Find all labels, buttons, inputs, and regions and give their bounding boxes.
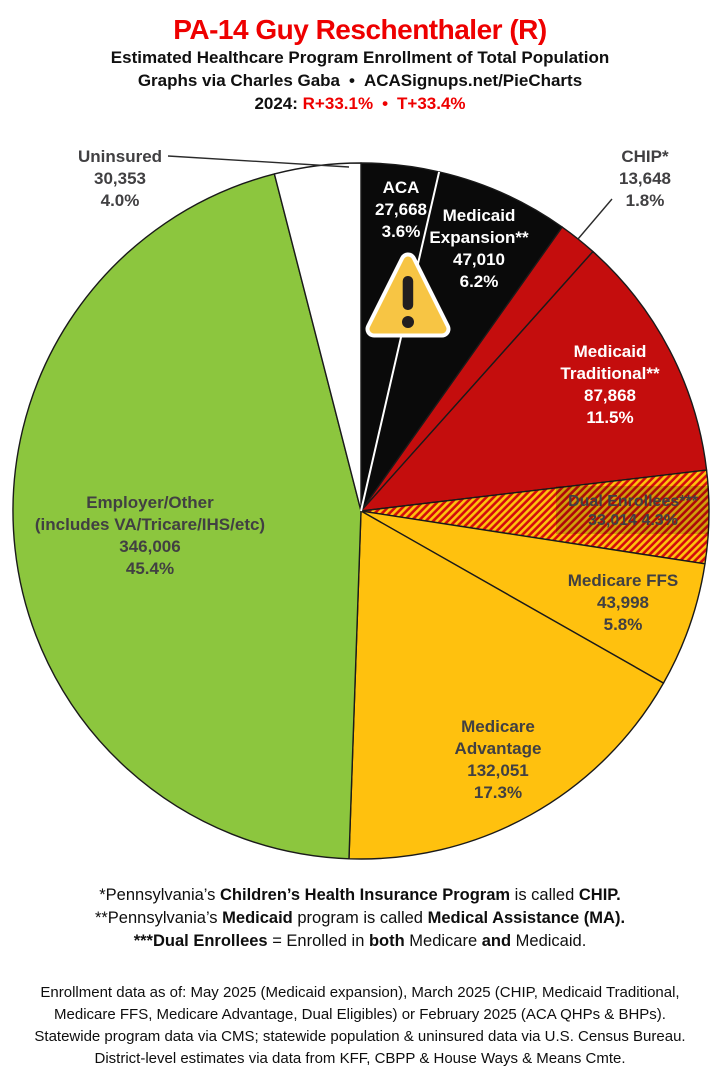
credit-bullet: • [349,71,355,90]
label-line: 87,868 [584,386,636,405]
slice-label-chip: CHIP* 13,648 1.8% [619,146,671,212]
label-line: 43,998 [596,593,649,612]
label-line: Uninsured [77,147,163,166]
footnote-medicaid: **Pennsylvania’s Medicaid program is cal… [94,909,626,927]
label-line: Expansion** [429,228,529,247]
dual-label-backdrop [556,486,709,534]
slice-label-aca: ACA 27,668 3.6% [375,177,427,243]
pie-slice-medicaid-traditional [360,250,708,512]
footnotes: *Pennsylvania’s Children’s Health Insura… [0,884,720,953]
label-line: 27,668 [375,200,427,219]
label-line: Medicaid [442,206,516,225]
page-title: PA-14 Guy Reschenthaler (R) [173,14,547,45]
slice-label-medicare-ffs: Medicare FFS 43,998 5.8% [568,570,679,636]
credit-site: ACASignups.net/PieCharts [363,71,583,90]
leader-line-chip [577,198,613,240]
source-line: Enrollment data as of: May 2025 (Medicai… [40,984,680,1001]
t-margin: T+33.4% [397,94,466,113]
label-line: 132,051 [467,761,529,780]
credit-author: Graphs via Charles Gaba [137,71,341,90]
footnote-dual-enrollees: ***Dual Enrollees = Enrolled in both Med… [133,932,587,950]
label-line: 4.0% [100,191,140,210]
slice-label-medicaid-traditional: Medicaid Traditional** 87,868 11.5% [560,341,659,429]
label-line: 45.4% [125,559,175,578]
label-line: 17.3% [473,783,523,802]
source-line: District-level estimates via data from K… [94,1050,626,1067]
label-line: Advantage [454,739,542,758]
warning-icon [365,252,451,338]
r-margin: R+33.1% [302,94,374,113]
pie-slices-group [12,162,710,860]
slice-label-medicaid-expansion: Medicaid Expansion** 47,010 6.2% [429,205,528,293]
slice-label-dual-enrollees: Dual Enrollees*** 33,014 4.3% [568,492,698,530]
slice-label-medicare-advantage: Medicare Advantage 132,051 17.3% [455,716,542,804]
slice-separator-line [360,171,441,512]
label-line: 346,006 [119,537,181,556]
pie-slice-medicare-advantage [348,510,665,860]
election-margin-line: 2024: R+33.1% • T+33.4% [0,92,720,115]
footnote-chip: *Pennsylvania’s Children’s Health Insura… [99,886,621,904]
label-line: 13,648 [619,169,671,188]
margin-bullet: • [382,94,389,113]
pie-slice-medicare-ffs [360,510,706,684]
source-line: Medicare FFS, Medicare Advantage, Dual E… [54,1006,666,1023]
label-line: CHIP* [621,147,669,166]
label-line: 1.8% [625,191,665,210]
slice-separator-group [360,171,441,512]
label-line: Medicare [461,717,535,736]
label-line: 33,014 4.3% [588,512,678,529]
header: PA-14 Guy Reschenthaler (R) Estimated He… [0,0,720,115]
year-label: 2024: [254,94,298,113]
label-line: 6.2% [459,272,499,291]
label-line: Medicaid [573,342,647,361]
label-line: 47,010 [452,250,505,269]
label-line: (includes VA/Tricare/IHS/etc) [34,515,266,534]
label-line: Medicare FFS [567,571,679,590]
label-line: Dual Enrollees*** [568,493,698,510]
label-line: Traditional** [560,364,660,383]
label-line: Employer/Other [86,493,214,512]
leader-line-uninsured [167,155,350,168]
data-source-block: Enrollment data as of: May 2025 (Medicai… [0,982,720,1070]
label-line: ACA [382,178,420,197]
label-line: 30,353 [94,169,146,188]
slice-label-employer-other: Employer/Other (includes VA/Tricare/IHS/… [35,492,265,580]
slice-label-uninsured: Uninsured 30,353 4.0% [78,146,162,212]
pie-slice-employer-other [12,173,362,860]
source-line: Statewide program data via CMS; statewid… [34,1028,686,1045]
label-line: 3.6% [381,222,421,241]
chart-subtitle: Estimated Healthcare Program Enrollment … [110,48,610,67]
pie-slice-medicaid-expansion [360,171,563,512]
label-line: 5.8% [603,615,643,634]
label-line: 11.5% [586,408,634,427]
credit-line: Graphs via Charles Gaba • ACASignups.net/P… [0,69,720,92]
